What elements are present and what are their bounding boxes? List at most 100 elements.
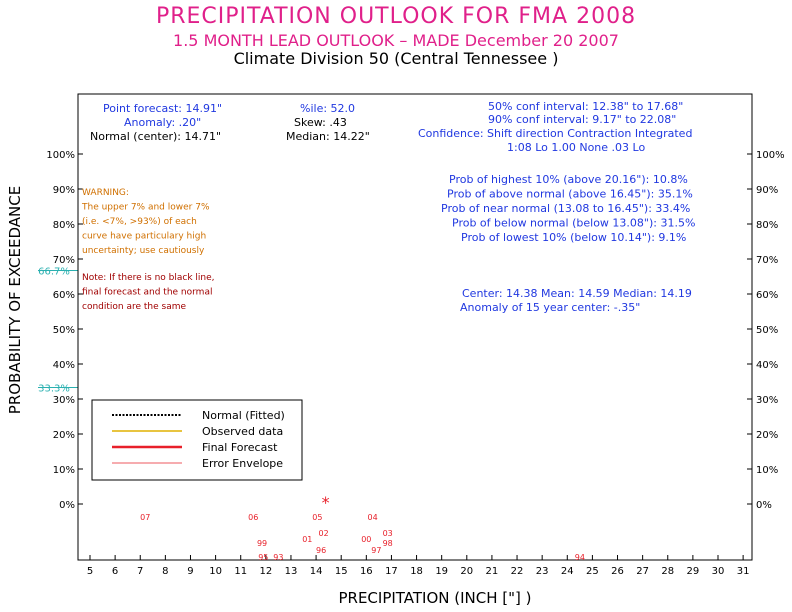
- x-tick-label: 5: [87, 566, 93, 577]
- warning-text: WARNING:: [82, 188, 129, 198]
- x-tick-label: 15: [335, 566, 348, 577]
- chart-title: PRECIPITATION OUTLOOK FOR FMA 2008: [155, 4, 637, 29]
- legend-box: [91, 399, 303, 481]
- year-label: 94: [575, 553, 585, 562]
- x-tick-label: 25: [586, 566, 599, 577]
- confidence-header-text: Confidence: Shift direction Contraction …: [418, 127, 692, 140]
- warning-text: uncertainty; use cautiously: [82, 246, 205, 256]
- chart-subtitle: 1.5 MONTH LEAD OUTLOOK – MADE December 2…: [173, 31, 619, 50]
- conf-90-text: 90% conf interval: 9.17" to 22.08": [488, 113, 676, 126]
- year-label: 05: [312, 513, 322, 522]
- reference-line-label: 33.3%: [38, 383, 70, 394]
- x-tick-label: 12: [259, 566, 272, 577]
- x-tick-label: 23: [536, 566, 549, 577]
- confidence-values-text: 1:08 Lo 1.00 None .03 Lo: [507, 141, 645, 154]
- prob-text: Prob of lowest 10% (below 10.14"): 9.1%: [461, 231, 686, 244]
- year-label: 97: [371, 546, 381, 555]
- y-tick-label-left: 0%: [59, 500, 75, 511]
- note-text: condition are the same: [82, 302, 186, 312]
- skew-text: Skew: .43: [294, 116, 347, 129]
- y-tick-label-right: 10%: [756, 465, 778, 476]
- percentile-text: %ile: 52.0: [300, 102, 355, 115]
- legend-label: Normal (Fitted): [202, 409, 285, 422]
- x-tick-label: 27: [636, 566, 649, 577]
- year-label: 93: [273, 553, 283, 562]
- year-label: 98: [383, 539, 393, 548]
- legend-label: Error Envelope: [202, 457, 283, 470]
- climate-division-title: Climate Division 50 (Central Tennessee ): [233, 49, 559, 68]
- conf-50-text: 50% conf interval: 12.38" to 17.68": [488, 100, 683, 113]
- x-axis-title: PRECIPITATION (INCH ["] ): [338, 589, 531, 607]
- note-text: Note: If there is no black line,: [82, 273, 215, 283]
- year-label: 02: [319, 529, 329, 538]
- y-tick-label-right: 60%: [756, 290, 778, 301]
- reference-line-label: 66.7%: [38, 267, 70, 278]
- prob-text: Prob of highest 10% (above 20.16"): 10.8…: [449, 173, 688, 186]
- x-tick-label: 22: [511, 566, 524, 577]
- x-tick-label: 20: [460, 566, 473, 577]
- x-tick-label: 11: [234, 566, 247, 577]
- y-axis-title: PROBABILITY OF EXCEEDANCE: [6, 186, 24, 414]
- x-tick-label: 13: [285, 566, 298, 577]
- year-label: 07: [140, 513, 150, 522]
- y-tick-label-right: 80%: [756, 220, 778, 231]
- prob-text: Prob of above normal (above 16.45"): 35.…: [447, 188, 693, 201]
- y-tick-label-right: 20%: [756, 430, 778, 441]
- normal-center-text: Normal (center): 14.71": [90, 130, 221, 143]
- annotations: *Point forecast: 14.91"Anomaly: .20"Norm…: [81, 100, 695, 512]
- y-tick-label-left: 50%: [53, 325, 75, 336]
- y-tick-label-left: 40%: [53, 360, 75, 371]
- year-label: 01: [302, 535, 312, 544]
- x-tick-label: 17: [385, 566, 398, 577]
- year-label: 96: [316, 546, 326, 555]
- note-text: final forecast and the normal: [82, 288, 212, 298]
- warning-text: (i.e. <7%, >93%) of each: [82, 217, 197, 227]
- y-tick-label-right: 50%: [756, 325, 778, 336]
- point-forecast-star: *: [322, 493, 330, 512]
- y-tick-label-left: 20%: [53, 430, 75, 441]
- y-tick-label-right: 70%: [756, 255, 778, 266]
- y-tick-label-right: 30%: [756, 395, 778, 406]
- x-tick-label: 8: [162, 566, 168, 577]
- x-tick-label: 19: [435, 566, 448, 577]
- year-label: 99: [257, 539, 267, 548]
- y-tick-label-left: 100%: [46, 150, 75, 161]
- median-text: Median: 14.22": [286, 130, 370, 143]
- axes: 0% 0% 10% 10% 20% 20% 30% 30% 40% 40% 50% 50% 60% 60%…: [6, 93, 785, 607]
- year-label: 03: [383, 529, 393, 538]
- x-tick-label: 30: [712, 566, 725, 577]
- x-tick-label: 28: [661, 566, 674, 577]
- y-tick-label-right: 90%: [756, 185, 778, 196]
- x-tick-label: 14: [310, 566, 323, 577]
- year-label: 00: [361, 535, 371, 544]
- x-tick-label: 31: [737, 566, 750, 577]
- year-label: 95: [258, 553, 268, 562]
- anomaly-text: Anomaly: .20": [124, 116, 201, 129]
- center-mean-median-text: Center: 14.38 Mean: 14.59 Median: 14.19: [462, 287, 692, 300]
- y-tick-label-right: 40%: [756, 360, 778, 371]
- warning-text: curve have particulary high: [82, 232, 206, 242]
- anomaly-15yr-text: Anomaly of 15 year center: -.35": [460, 301, 640, 314]
- point-forecast-text: Point forecast: 14.91": [103, 102, 222, 115]
- y-tick-label-left: 70%: [53, 255, 75, 266]
- legend-label: Observed data: [202, 425, 283, 438]
- legend: Normal (Fitted) Observed data Final Foreca…: [91, 399, 303, 481]
- y-tick-label-left: 80%: [53, 220, 75, 231]
- x-tick-label: 21: [486, 566, 499, 577]
- x-tick-label: 7: [137, 566, 143, 577]
- x-tick-label: 24: [561, 566, 574, 577]
- year-label: 06: [248, 513, 258, 522]
- legend-label: Final Forecast: [202, 441, 278, 454]
- x-tick-label: 6: [112, 566, 118, 577]
- warning-text: The upper 7% and lower 7%: [81, 203, 210, 213]
- x-tick-label: 10: [209, 566, 222, 577]
- x-tick-label: 18: [410, 566, 423, 577]
- y-tick-label-left: 10%: [53, 465, 75, 476]
- year-label: 04: [368, 513, 378, 522]
- x-tick-label: 9: [187, 566, 193, 577]
- y-tick-label-left: 30%: [53, 395, 75, 406]
- y-tick-label-right: 100%: [756, 150, 785, 161]
- x-tick-label: 29: [687, 566, 700, 577]
